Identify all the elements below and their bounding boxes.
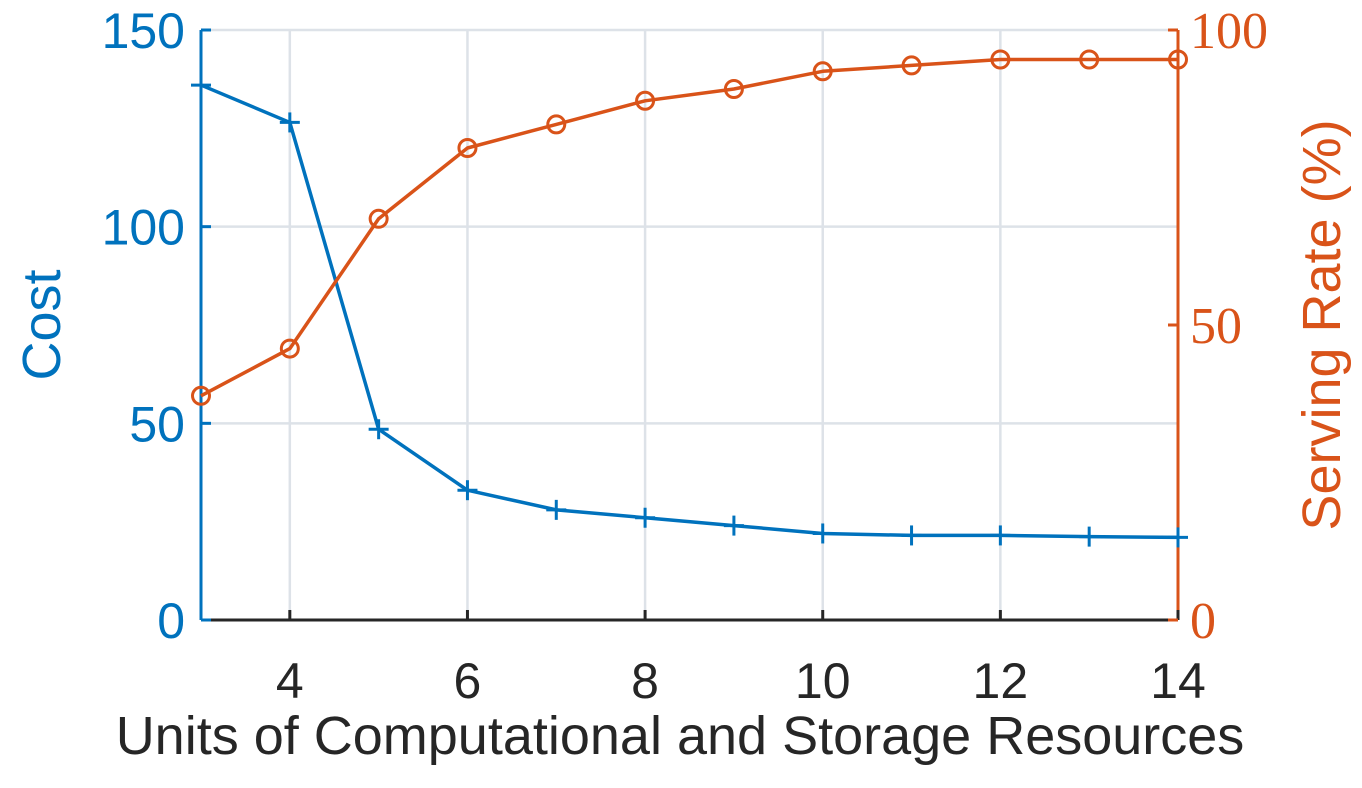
x-tick-label: 4 (276, 653, 304, 709)
x-tick-label: 10 (795, 653, 851, 709)
cost-point (990, 525, 1011, 546)
cost-point (457, 480, 478, 501)
x-tick-label: 14 (1150, 653, 1206, 709)
x-tick-label: 8 (631, 653, 659, 709)
cost-series-line (200, 83, 1179, 540)
y-left-tick-label: 100 (102, 200, 185, 256)
y-right-tick-label: 100 (1190, 3, 1268, 60)
y-left-tick-label: 0 (157, 593, 185, 649)
cost-point (191, 75, 211, 96)
x-axis-label: Units of Computational and Storage Resou… (116, 706, 1245, 766)
y-right-tick-label: 50 (1190, 298, 1242, 355)
y-left-tick-label: 50 (129, 396, 185, 452)
x-tick-label: 12 (973, 653, 1029, 709)
cost-point (1168, 527, 1188, 548)
serving-rate-point (901, 55, 922, 76)
serving-rate-point (279, 338, 300, 359)
serving-rate-series-line (200, 57, 1178, 398)
serving-rate-point (1168, 49, 1188, 70)
serving-rate-point (368, 208, 389, 229)
series-layer (191, 49, 1188, 548)
cost-point (635, 507, 656, 528)
serving-rate-point (191, 385, 211, 406)
y-axis-label-right: Serving Rate (%) (1292, 119, 1352, 530)
cost-point (368, 419, 389, 440)
serving-rate-point (635, 90, 656, 111)
y-left-tick-label: 150 (102, 3, 185, 59)
serving-rate-point (723, 79, 744, 99)
cost-point (901, 525, 922, 546)
serving-rate-point (812, 61, 833, 82)
y-axis-label-left: Cost (12, 269, 72, 380)
serving-rate-point (990, 49, 1011, 70)
serving-rate-point (546, 114, 567, 135)
serving-rate-point (457, 138, 478, 158)
x-tick-label: 6 (454, 653, 482, 709)
cost-point (723, 515, 744, 536)
serving-rate-point (1079, 49, 1100, 70)
cost-point (1079, 526, 1100, 547)
cost-point (812, 523, 833, 544)
cost-point (279, 112, 300, 133)
y-right-tick-label: 0 (1190, 593, 1216, 650)
cost-point (546, 499, 567, 520)
